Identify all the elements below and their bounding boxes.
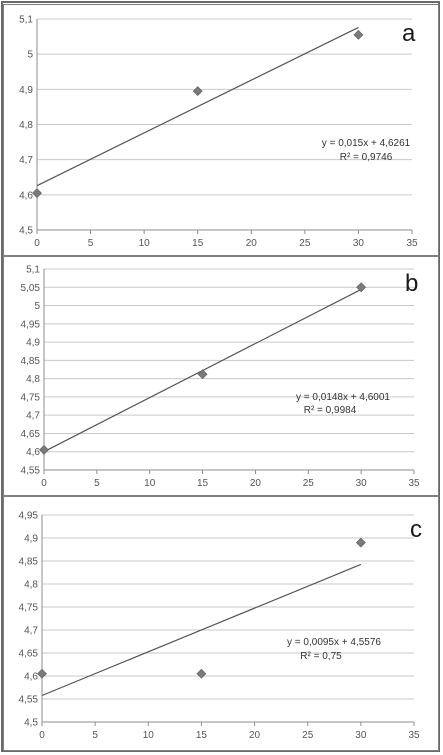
y-tick-label-a: 4,9 bbox=[19, 85, 33, 96]
panel-label-c: c bbox=[410, 516, 422, 543]
data-point-a bbox=[353, 29, 364, 40]
trendline-c bbox=[41, 563, 362, 697]
y-tick-label-c: 4,8 bbox=[24, 580, 38, 591]
y-tick-label-c: 4,7 bbox=[24, 626, 38, 637]
y-tick-label-b: 5,1 bbox=[26, 265, 40, 276]
trendline-a bbox=[36, 26, 359, 187]
y-tick-label-b: 4,6 bbox=[26, 447, 40, 458]
x-tick-label-a: 10 bbox=[139, 238, 151, 249]
data-point-c bbox=[355, 537, 366, 548]
x-tick-label-c: 10 bbox=[143, 730, 155, 741]
y-tick-label-b: 5 bbox=[34, 301, 40, 312]
y-tick-label-b: 4,55 bbox=[21, 466, 41, 477]
x-tick-label-c: 25 bbox=[302, 730, 314, 741]
x-tick-label-b: 15 bbox=[197, 478, 209, 489]
y-tick-label-c: 4,65 bbox=[19, 649, 39, 660]
x-tick-label-b: 35 bbox=[408, 478, 420, 489]
data-point-a bbox=[192, 86, 203, 97]
equation-label-c: y = 0,0095x + 4,5576 bbox=[287, 637, 381, 648]
data-point-c bbox=[196, 668, 207, 679]
x-tick-label-b: 0 bbox=[41, 478, 47, 489]
data-point-c bbox=[37, 668, 47, 679]
y-tick-label-a: 4,7 bbox=[19, 155, 33, 166]
x-tick-label-c: 0 bbox=[39, 730, 45, 741]
data-point-b bbox=[356, 282, 367, 293]
chart-b-svg: 4,55 4,6 4,65 4,7 4,75 4,8 4,85 4,9 4,95 5 5,05 5,1… bbox=[21, 265, 420, 490]
y-tick-label-b: 4,8 bbox=[26, 374, 40, 385]
y-tick-label-c: 4,6 bbox=[24, 672, 38, 683]
y-tick-label-a: 5 bbox=[27, 50, 33, 61]
r2-label-b: R² = 0,9984 bbox=[304, 405, 357, 416]
equation-label-a: y = 0,015x + 4,6261 bbox=[322, 138, 411, 149]
chart-c-svg: 4,5 4,55 4,6 4,65 4,7 4,75 4,8 4,85 4,9 4,95 0 5 10 1… bbox=[19, 511, 422, 742]
equation-label-b: y = 0,0148x + 4,6001 bbox=[296, 392, 390, 403]
y-tick-label-c: 4,75 bbox=[19, 603, 39, 614]
y-tick-label-c: 4,5 bbox=[24, 718, 38, 729]
chart-panel-c: 4,5 4,55 4,6 4,65 4,7 4,75 4,8 4,85 4,9 4,95 0 5 10 1… bbox=[3, 496, 439, 751]
x-tick-label-a: 35 bbox=[406, 238, 418, 249]
x-tick-label-a: 0 bbox=[34, 238, 40, 249]
y-tick-label-b: 4,65 bbox=[21, 429, 41, 440]
x-tick-label-c: 5 bbox=[92, 730, 98, 741]
x-tick-label-a: 30 bbox=[353, 238, 365, 249]
x-tick-label-b: 5 bbox=[94, 478, 100, 489]
y-tick-label-a: 4,5 bbox=[19, 226, 33, 237]
x-tick-label-b: 20 bbox=[250, 478, 262, 489]
x-tick-label-a: 5 bbox=[88, 238, 94, 249]
y-tick-label-b: 4,9 bbox=[26, 338, 40, 349]
chart-panel-b: 4,55 4,6 4,65 4,7 4,75 4,8 4,85 4,9 4,95 5 5,05 5,1… bbox=[3, 256, 439, 496]
y-tick-label-a: 5,1 bbox=[19, 15, 33, 26]
x-tick-label-a: 15 bbox=[192, 238, 204, 249]
panel-label-b: b bbox=[405, 270, 418, 297]
y-tick-label-c: 4,55 bbox=[19, 695, 39, 706]
x-tick-label-c: 35 bbox=[408, 730, 420, 741]
r2-label-c: R² = 0,75 bbox=[300, 651, 342, 662]
x-tick-label-c: 30 bbox=[355, 730, 367, 741]
y-tick-label-b: 5,05 bbox=[21, 283, 41, 294]
y-tick-label-c: 4,9 bbox=[24, 534, 38, 545]
r2-label-a: R² = 0,9746 bbox=[340, 152, 393, 163]
y-tick-label-b: 4,75 bbox=[21, 392, 41, 403]
y-tick-label-c: 4,85 bbox=[19, 557, 39, 568]
y-tick-label-c: 4,95 bbox=[19, 511, 39, 522]
x-tick-label-a: 25 bbox=[299, 238, 311, 249]
x-tick-label-a: 20 bbox=[246, 238, 258, 249]
data-point-a bbox=[32, 188, 42, 198]
y-tick-label-a: 4,6 bbox=[19, 190, 33, 201]
x-tick-label-b: 10 bbox=[144, 478, 156, 489]
y-tick-label-b: 4,85 bbox=[21, 356, 41, 367]
data-point-b bbox=[39, 444, 49, 455]
x-tick-label-b: 30 bbox=[356, 478, 368, 489]
panel-label-a: a bbox=[402, 20, 416, 47]
x-tick-label-c: 20 bbox=[249, 730, 261, 741]
x-tick-label-b: 25 bbox=[303, 478, 315, 489]
chart-a-svg: 4,5 4,6 4,7 4,8 4,9 5 5,1 0 5 10 15 20 25 30 35 a y = … bbox=[19, 15, 418, 250]
data-point-b bbox=[197, 369, 208, 380]
y-tick-label-a: 4,8 bbox=[19, 120, 33, 131]
y-tick-label-b: 4,95 bbox=[21, 319, 41, 330]
x-tick-label-c: 15 bbox=[196, 730, 208, 741]
y-tick-label-b: 4,7 bbox=[26, 411, 40, 422]
chart-panel-a: 4,5 4,6 4,7 4,8 4,9 5 5,1 0 5 10 15 20 25 30 35 a y = … bbox=[3, 4, 439, 256]
